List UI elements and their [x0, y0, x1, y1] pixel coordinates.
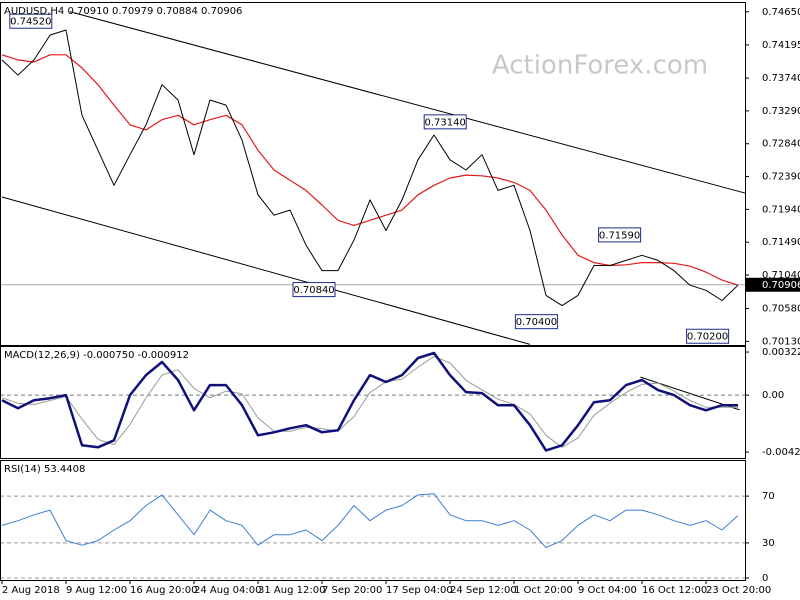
y-tick-label: 0	[762, 573, 768, 584]
pane-border	[0, 460, 746, 581]
y-tick-label: 70	[762, 491, 775, 502]
x-tick-label: 7 Sep 20:00	[322, 585, 382, 596]
series-line	[1, 355, 739, 448]
annotation-box	[686, 328, 730, 344]
annotation-box	[292, 282, 336, 298]
y-tick-label: 0.71490	[762, 237, 800, 248]
x-tick-label: 24 Sep 12:00	[450, 585, 517, 596]
x-tick-label: 2 Aug 2018	[2, 585, 60, 596]
trendline	[1, 196, 531, 345]
y-tick-label: 0.70580	[762, 304, 800, 315]
annotation-label: 0.70400	[516, 317, 557, 328]
x-tick-label: 31 Aug 12:00	[258, 585, 325, 596]
x-tick-label: 23 Oct 20:00	[706, 585, 771, 596]
series-line	[1, 29, 739, 307]
x-tick-label: 1 Oct 20:00	[514, 585, 573, 596]
pane-title: MACD(12,26,9) -0.000750 -0.000912	[4, 350, 189, 361]
annotation-label: 0.70200	[687, 332, 728, 343]
x-tick-label: 9 Oct 04:00	[578, 585, 637, 596]
y-tick-label: 0.74650	[762, 7, 800, 18]
annotation-label: 0.70840	[293, 285, 334, 296]
y-tick-label: 0.72840	[762, 139, 800, 150]
y-tick-label: -0.004259	[762, 447, 800, 458]
y-tick-label: 0.73740	[762, 73, 800, 84]
y-tick-label: 0.72390	[762, 172, 800, 183]
y-tick-label: 0.71940	[762, 204, 800, 215]
current-price-label: 0.70906	[762, 280, 800, 291]
watermark: ActionForex.com	[492, 51, 708, 81]
pane-border	[0, 2, 746, 346]
y-tick-label: 0.00	[762, 390, 784, 401]
y-tick-label: 0.74195	[762, 40, 800, 51]
trendline	[69, 11, 747, 194]
x-tick-label: 16 Aug 20:00	[130, 585, 197, 596]
x-tick-label: 17 Sep 04:00	[386, 585, 453, 596]
series-line	[1, 493, 739, 549]
annotation-box	[514, 314, 558, 330]
x-tick-label: 24 Aug 04:00	[194, 585, 261, 596]
annotation-label: 0.74520	[10, 17, 51, 28]
series-line	[1, 351, 738, 452]
current-price-box	[746, 277, 800, 292]
annotation-box	[9, 13, 53, 29]
x-tick-label: 9 Aug 12:00	[66, 585, 127, 596]
y-tick-label: 0.73290	[762, 106, 800, 117]
series-line	[1, 54, 739, 286]
y-tick-label: 0.70130	[762, 336, 800, 347]
pane-title: RSI(14) 53.4408	[4, 464, 85, 475]
annotation-box	[423, 114, 467, 130]
annotation-box	[598, 227, 642, 243]
annotation-label: 0.73140	[425, 117, 466, 128]
annotation-label: 0.71590	[599, 230, 640, 241]
y-tick-label: 30	[762, 538, 775, 549]
pane-title: AUDUSD,H4 0.70910 0.70979 0.70884 0.7090…	[4, 6, 242, 17]
x-tick-label: 16 Oct 12:00	[642, 585, 707, 596]
y-tick-label: 0.003224	[762, 347, 800, 358]
pane-border	[0, 346, 746, 459]
y-tick-label: 0.71040	[762, 270, 800, 281]
